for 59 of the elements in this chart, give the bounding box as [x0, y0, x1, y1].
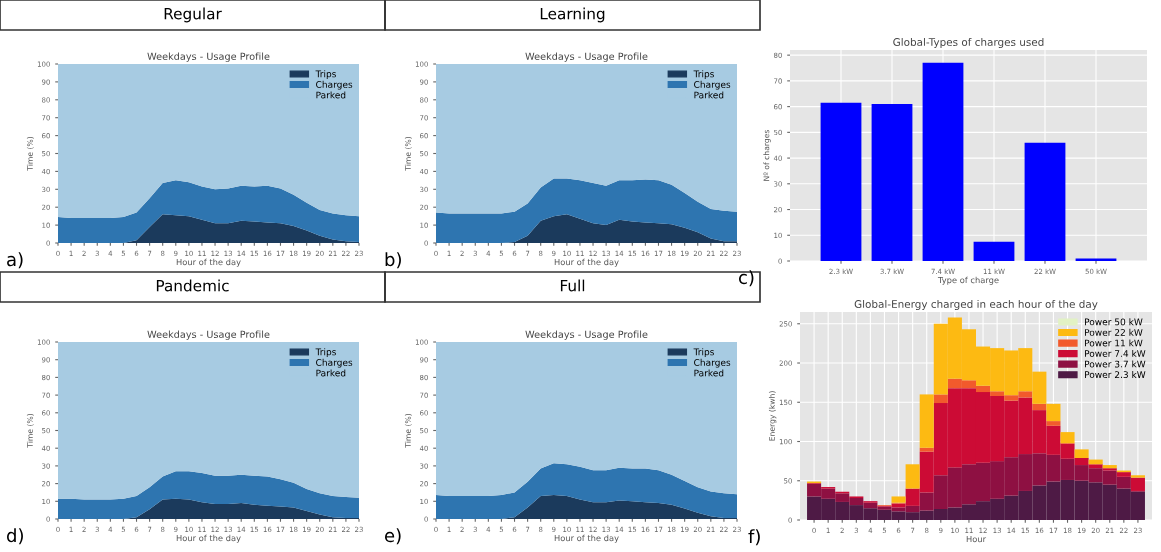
- text: c): [739, 270, 754, 287]
- series-label: Parked: [694, 91, 724, 99]
- legend-label: Trips: [315, 70, 336, 80]
- legend-label: Power 2.3 kW: [1085, 371, 1146, 379]
- legend-label: Charges: [316, 80, 353, 90]
- chart-subtitle: Weekdays - Usage Profile: [147, 330, 270, 340]
- bar: [1074, 449, 1089, 458]
- bar: [820, 102, 862, 261]
- legend-label: Charges: [694, 358, 731, 368]
- bar: [871, 104, 913, 261]
- bar: [1075, 258, 1117, 261]
- bar: [1046, 403, 1061, 422]
- chart-subtitle: Weekdays - Usage Profile: [525, 52, 648, 62]
- series-label: Parked: [316, 369, 346, 377]
- bar: [1032, 403, 1047, 411]
- text: a): [7, 252, 23, 269]
- chart-subtitle: Weekdays - Usage Profile: [147, 52, 270, 62]
- chart-subtitle: Weekdays - Usage Profile: [525, 330, 648, 340]
- bar: [919, 447, 934, 452]
- bar: [1046, 421, 1061, 426]
- bar: [891, 496, 906, 503]
- text: b): [385, 252, 401, 269]
- legend-label: Power 3.7 kW: [1085, 360, 1146, 368]
- legend-label: Charges: [694, 80, 731, 90]
- series-label: Parked: [694, 369, 724, 377]
- legend-label: Charges: [316, 358, 353, 368]
- bar: [905, 464, 920, 489]
- x-axis-title: Type of charge: [937, 276, 999, 285]
- chart-title: Global-Types of charges used: [893, 37, 1044, 48]
- legend-label: Power 11 kW: [1085, 339, 1143, 347]
- bar: [1130, 475, 1145, 478]
- bar: [933, 394, 948, 404]
- chart-title: Regular: [164, 7, 222, 23]
- legend-label: Power 22 kW: [1085, 328, 1143, 336]
- bar: [1024, 142, 1066, 261]
- legend-label: Power 50 kW: [1085, 318, 1143, 326]
- bar: [922, 62, 964, 261]
- legend-label: Trips: [693, 70, 714, 80]
- text: d): [7, 528, 23, 545]
- text: e): [385, 528, 401, 545]
- bar: [919, 394, 934, 448]
- legend-label: Power 7.4 kW: [1085, 349, 1146, 357]
- bar: [1130, 477, 1145, 491]
- chart-title: Full: [560, 279, 585, 292]
- x-axis-title: Hour of the day: [554, 534, 619, 543]
- x-axis-title: Hour of the day: [554, 258, 619, 267]
- x-axis-title: Hour of the day: [176, 258, 241, 267]
- chart-title: Global-Energy charged in each hour of the day: [854, 299, 1098, 310]
- text: f): [748, 529, 760, 546]
- legend-label: Trips: [315, 348, 336, 358]
- bar: [973, 241, 1015, 261]
- chart-title: Pandemic: [156, 279, 229, 292]
- legend-label: Trips: [693, 348, 714, 358]
- bar: [1116, 472, 1131, 477]
- x-axis-title: Hour of the day: [176, 534, 241, 543]
- chart-title: Learning: [540, 7, 605, 23]
- bar: [1060, 432, 1075, 444]
- series-label: Parked: [316, 91, 346, 99]
- x-axis-title: Hour: [966, 536, 987, 543]
